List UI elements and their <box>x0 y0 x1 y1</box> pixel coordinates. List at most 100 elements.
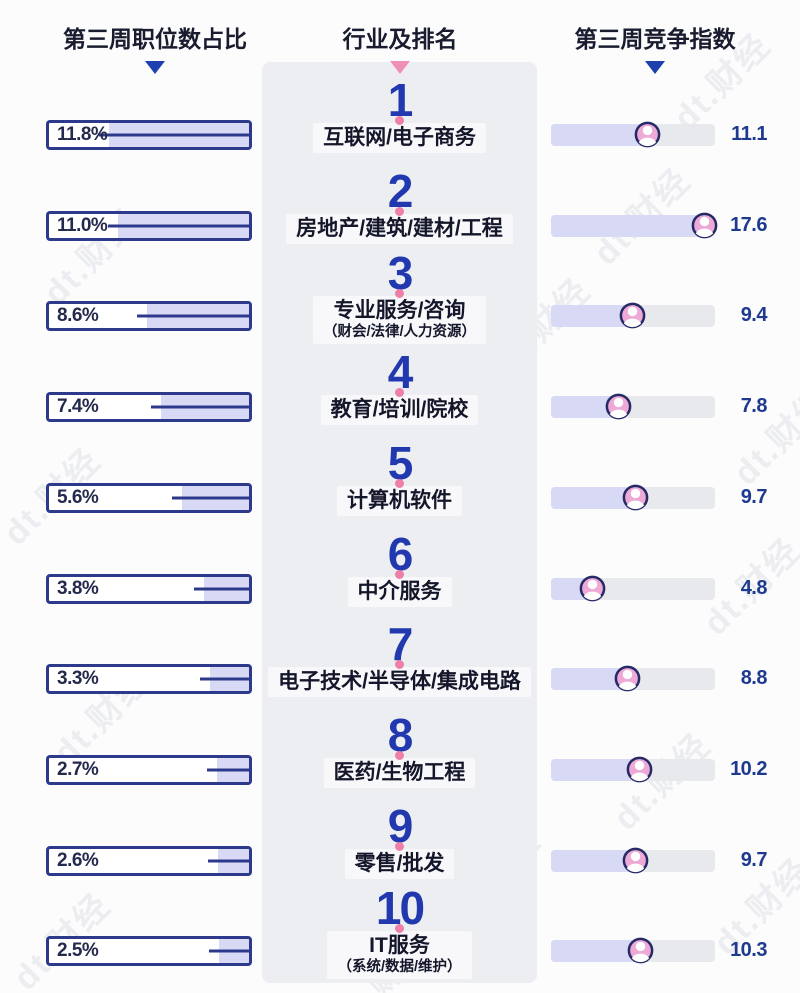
job-share-value: 8.6% <box>57 305 99 326</box>
job-share-bar: 11.0% <box>46 211 252 241</box>
competition-index-fill <box>551 215 705 237</box>
industry-name: 医药/生物工程 <box>333 760 466 784</box>
rank-stack: 1 互联网/电子商务 <box>262 77 537 153</box>
competition-index-fill <box>551 850 636 872</box>
industry-label-chip: 电子技术/半导体/集成电路 <box>268 666 531 697</box>
competition-index-value: 4.8 <box>740 577 768 599</box>
competition-index-value: 9.7 <box>740 486 768 508</box>
header-middle-label: 行业及排名 <box>342 26 458 52</box>
job-share-value: 7.4% <box>57 396 99 417</box>
competition-index-fill <box>551 940 642 962</box>
triangle-down-icon <box>390 61 410 74</box>
industry-label-chip: 教育/培训/院校 <box>320 394 479 425</box>
rank-stack: 3 专业服务/咨询 （财会/法律/人力资源） <box>262 250 537 344</box>
competition-index-bar <box>551 212 718 239</box>
competition-index-bar <box>551 847 715 874</box>
rank-dot-icon <box>395 288 404 298</box>
person-icon <box>622 484 649 511</box>
rank-dot-icon <box>395 750 404 760</box>
industry-name: IT服务 <box>369 933 430 957</box>
competition-index-fill <box>551 124 649 146</box>
competition-index-bar <box>551 756 715 783</box>
person-icon <box>634 121 661 148</box>
rank-number: 8 <box>387 709 414 761</box>
rank-stack: 9 零售/批发 <box>262 803 537 879</box>
person-icon <box>619 302 646 329</box>
rank-dot-icon <box>395 478 404 488</box>
person-icon <box>605 393 632 420</box>
rank-number: 10 <box>375 882 425 934</box>
job-share-bar: 5.6% <box>46 483 252 513</box>
competition-index-value: 11.1 <box>731 123 767 145</box>
rank-dot-icon <box>395 841 404 851</box>
industry-subtitle: （财会/法律/人力资源） <box>322 323 477 340</box>
job-share-bar: 3.3% <box>46 664 252 694</box>
rank-number: 6 <box>387 528 414 580</box>
rank-stack: 6 中介服务 <box>262 528 537 607</box>
header-right: 第三周竞争指数 <box>540 20 770 74</box>
industry-name: 教育/培训/院校 <box>330 397 469 421</box>
header-right-label: 第三周竞争指数 <box>574 26 736 52</box>
rank-stack: 7 电子技术/半导体/集成电路 <box>262 618 537 697</box>
job-share-bar: 2.5% <box>46 936 252 966</box>
job-share-bar: 2.6% <box>46 846 252 876</box>
rank-number: 5 <box>387 437 414 489</box>
rank-number: 4 <box>387 346 414 398</box>
job-share-bar-line <box>209 949 249 953</box>
job-share-bar: 11.8% <box>46 120 252 150</box>
industry-label-chip: 互联网/电子商务 <box>313 122 486 153</box>
industry-label-chip: 医药/生物工程 <box>323 757 476 788</box>
rank-stack: 8 医药/生物工程 <box>262 709 537 788</box>
industry-label-chip: 专业服务/咨询 （财会/法律/人力资源） <box>312 295 487 344</box>
triangle-down-icon <box>145 61 165 74</box>
job-share-value: 5.6% <box>57 487 99 508</box>
rank-dot-icon <box>395 569 404 579</box>
competition-index-bar <box>551 665 715 692</box>
triangle-down-icon <box>645 61 665 74</box>
competition-index-bar <box>551 937 715 964</box>
job-share-bar: 3.8% <box>46 574 252 604</box>
job-share-bar-line <box>206 768 249 772</box>
competition-index-bar <box>551 484 715 511</box>
person-icon <box>626 756 653 783</box>
job-share-bar-line <box>172 496 249 500</box>
industry-label-chip: 零售/批发 <box>344 848 455 879</box>
job-share-value: 2.6% <box>57 850 99 871</box>
rank-number: 2 <box>387 165 414 217</box>
competition-index-value: 10.3 <box>730 939 767 961</box>
competition-index-value: 8.8 <box>740 667 768 689</box>
person-icon <box>579 575 606 602</box>
job-share-bar: 8.6% <box>46 301 252 331</box>
person-icon <box>627 937 654 964</box>
job-share-value: 11.0% <box>57 215 108 236</box>
rank-dot-icon <box>395 206 404 216</box>
rank-number: 7 <box>387 618 414 670</box>
industry-label-chip: 中介服务 <box>347 576 452 607</box>
job-share-bar: 2.7% <box>46 755 252 785</box>
industry-name: 房地产/建筑/建材/工程 <box>296 216 503 240</box>
job-share-value: 3.8% <box>57 578 99 599</box>
competition-index-value: 17.6 <box>730 214 767 236</box>
rank-dot-icon <box>395 659 404 669</box>
competition-index-value: 9.4 <box>740 304 768 326</box>
competition-index-bar <box>551 393 715 420</box>
competition-index-fill <box>551 396 620 418</box>
job-share-bar-line <box>136 314 249 318</box>
rank-dot-icon <box>395 923 404 933</box>
industry-label-chip: IT服务 （系统/数据/维护） <box>327 930 472 979</box>
competition-index-value: 10.2 <box>730 758 767 780</box>
job-share-value: 3.3% <box>57 668 99 689</box>
rank-stack: 2 房地产/建筑/建材/工程 <box>262 165 537 244</box>
industry-name: 计算机软件 <box>347 488 452 512</box>
competition-index-bar <box>551 302 715 329</box>
industry-name: 中介服务 <box>357 579 442 603</box>
job-share-bar: 7.4% <box>46 392 252 422</box>
competition-index-fill <box>551 668 628 690</box>
header-left: 第三周职位数占比 <box>40 20 270 74</box>
industry-name: 专业服务/咨询 <box>333 298 466 322</box>
industry-name: 互联网/电子商务 <box>323 125 476 149</box>
job-share-value: 2.7% <box>57 759 99 780</box>
job-share-value: 11.8% <box>57 124 108 145</box>
job-share-bar-line <box>199 677 249 681</box>
industry-label-chip: 计算机软件 <box>337 485 462 516</box>
